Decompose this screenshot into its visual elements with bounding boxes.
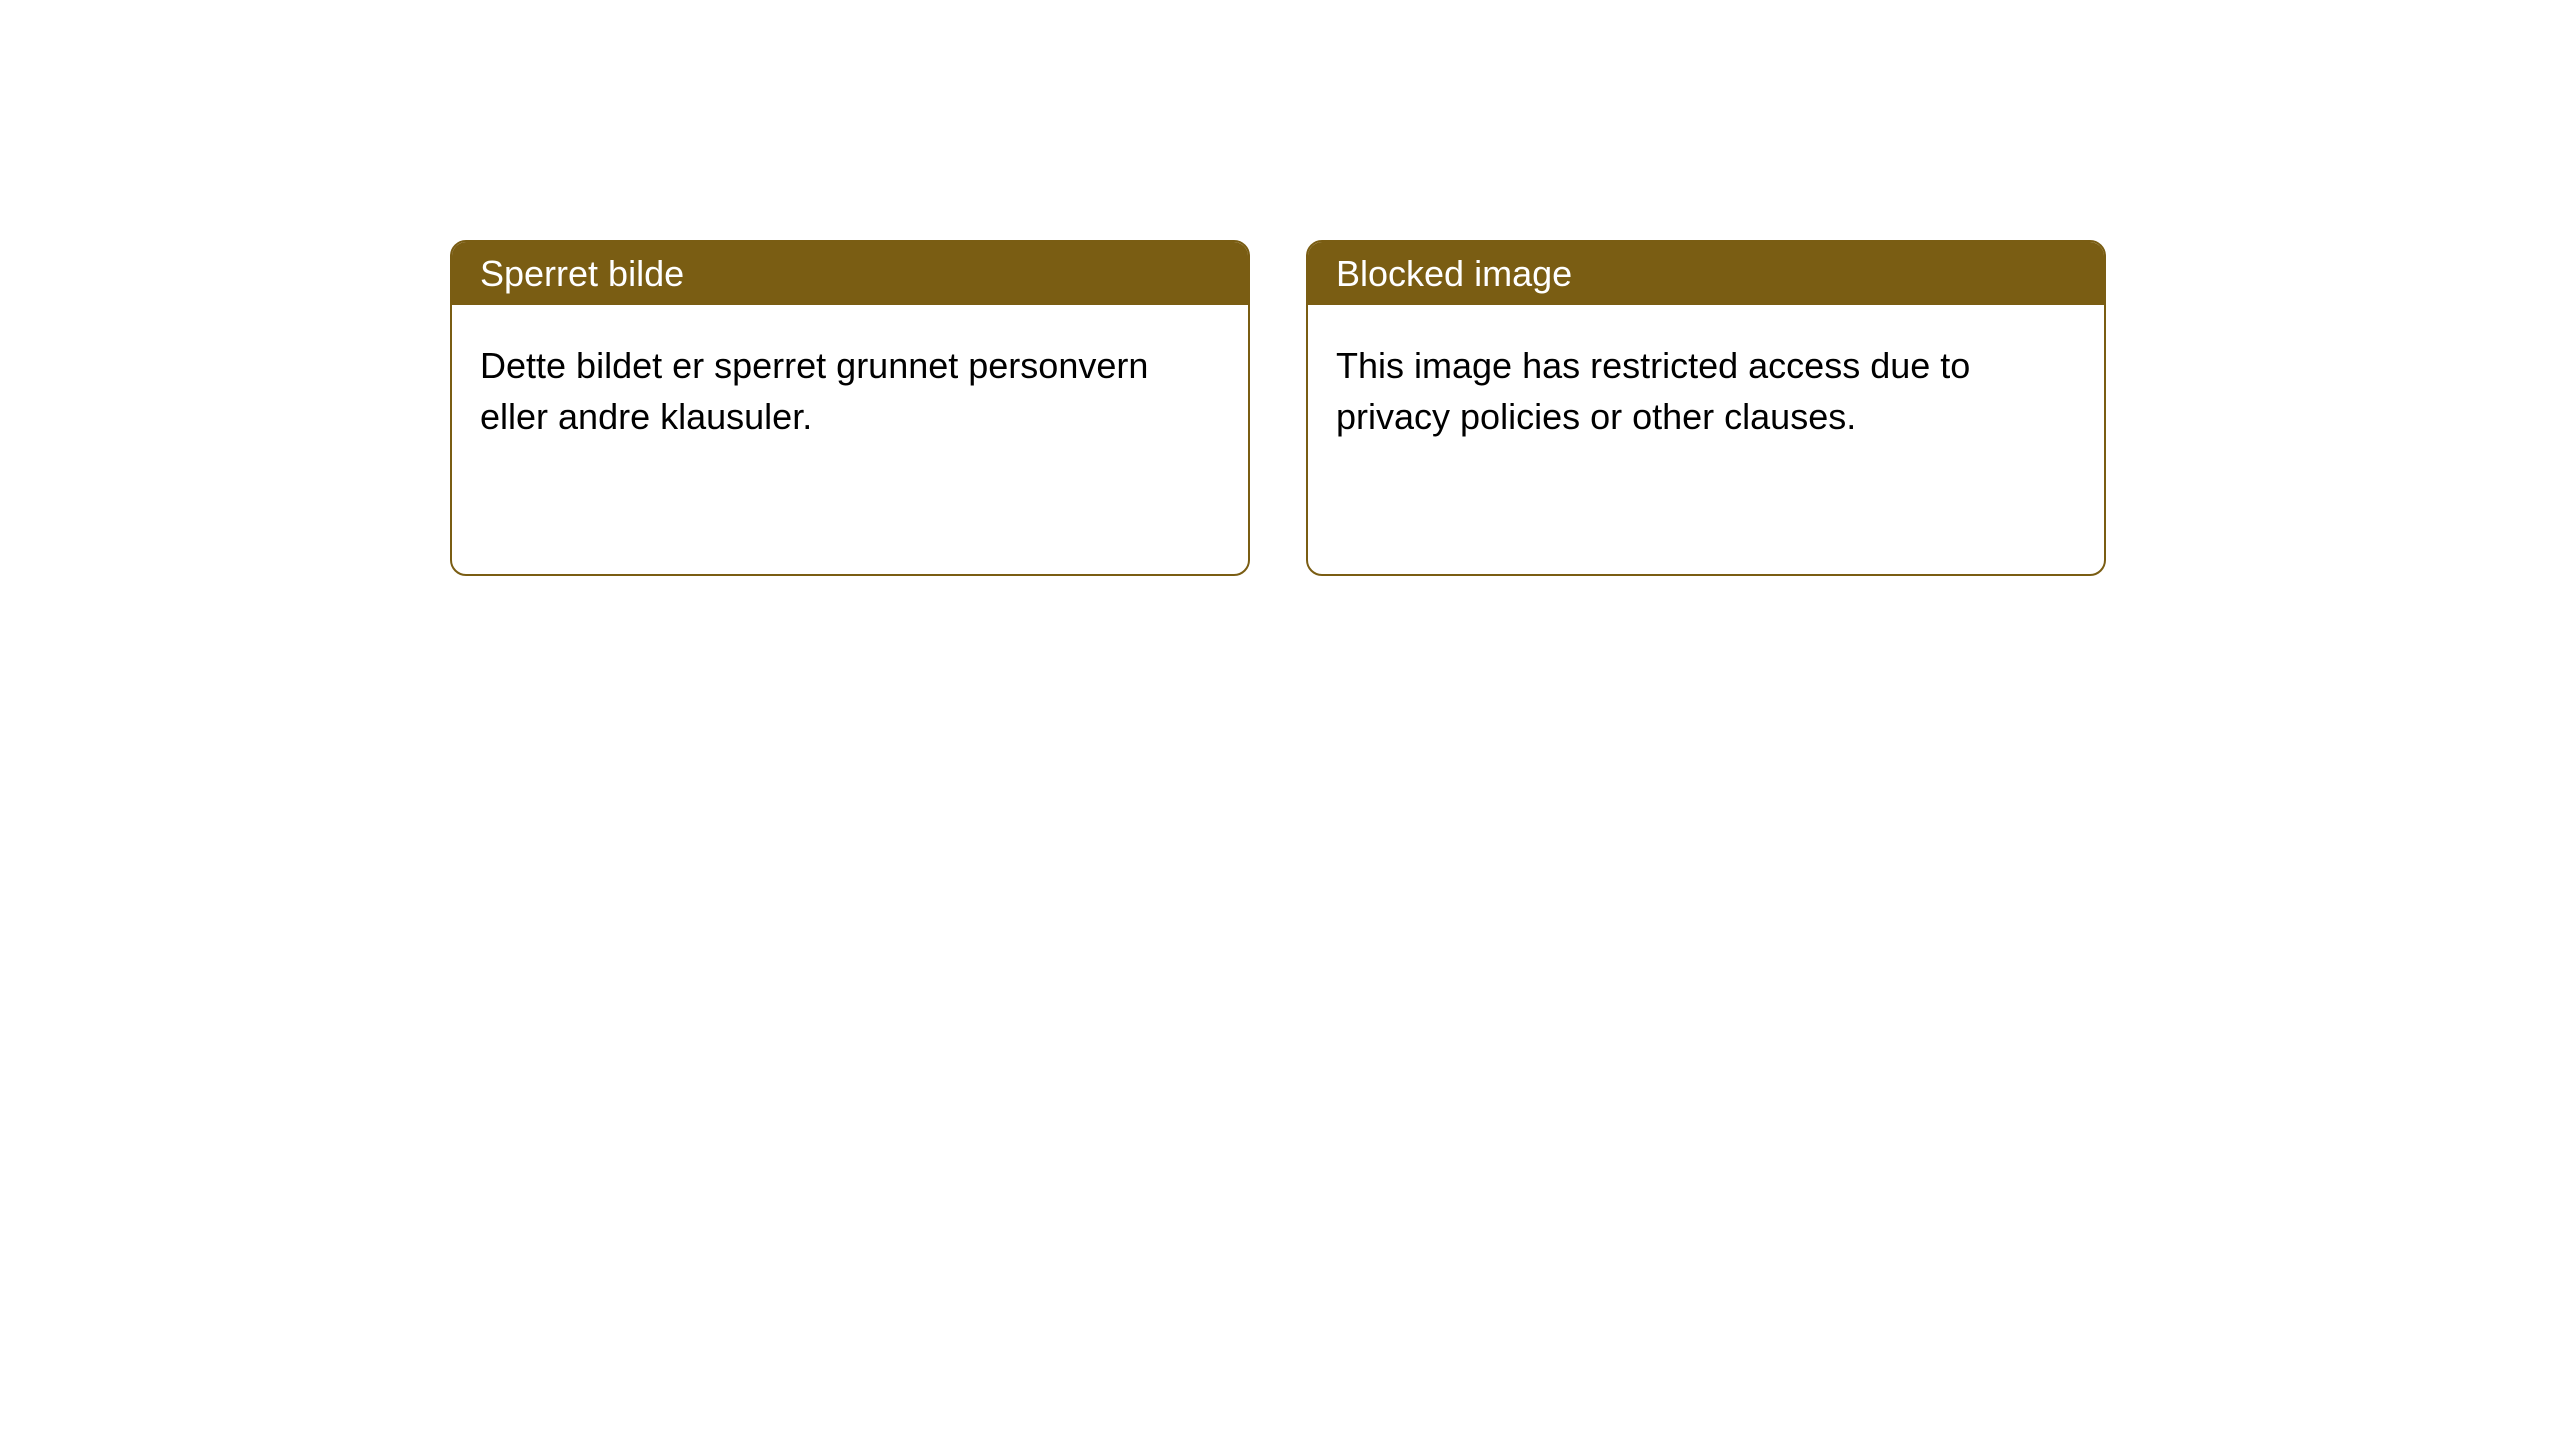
notice-title: Blocked image <box>1308 242 2104 305</box>
notice-body: This image has restricted access due to … <box>1308 305 2104 478</box>
notice-container: Sperret bilde Dette bildet er sperret gr… <box>0 0 2560 576</box>
notice-body: Dette bildet er sperret grunnet personve… <box>452 305 1248 478</box>
notice-card-english: Blocked image This image has restricted … <box>1306 240 2106 576</box>
notice-title: Sperret bilde <box>452 242 1248 305</box>
notice-card-norwegian: Sperret bilde Dette bildet er sperret gr… <box>450 240 1250 576</box>
